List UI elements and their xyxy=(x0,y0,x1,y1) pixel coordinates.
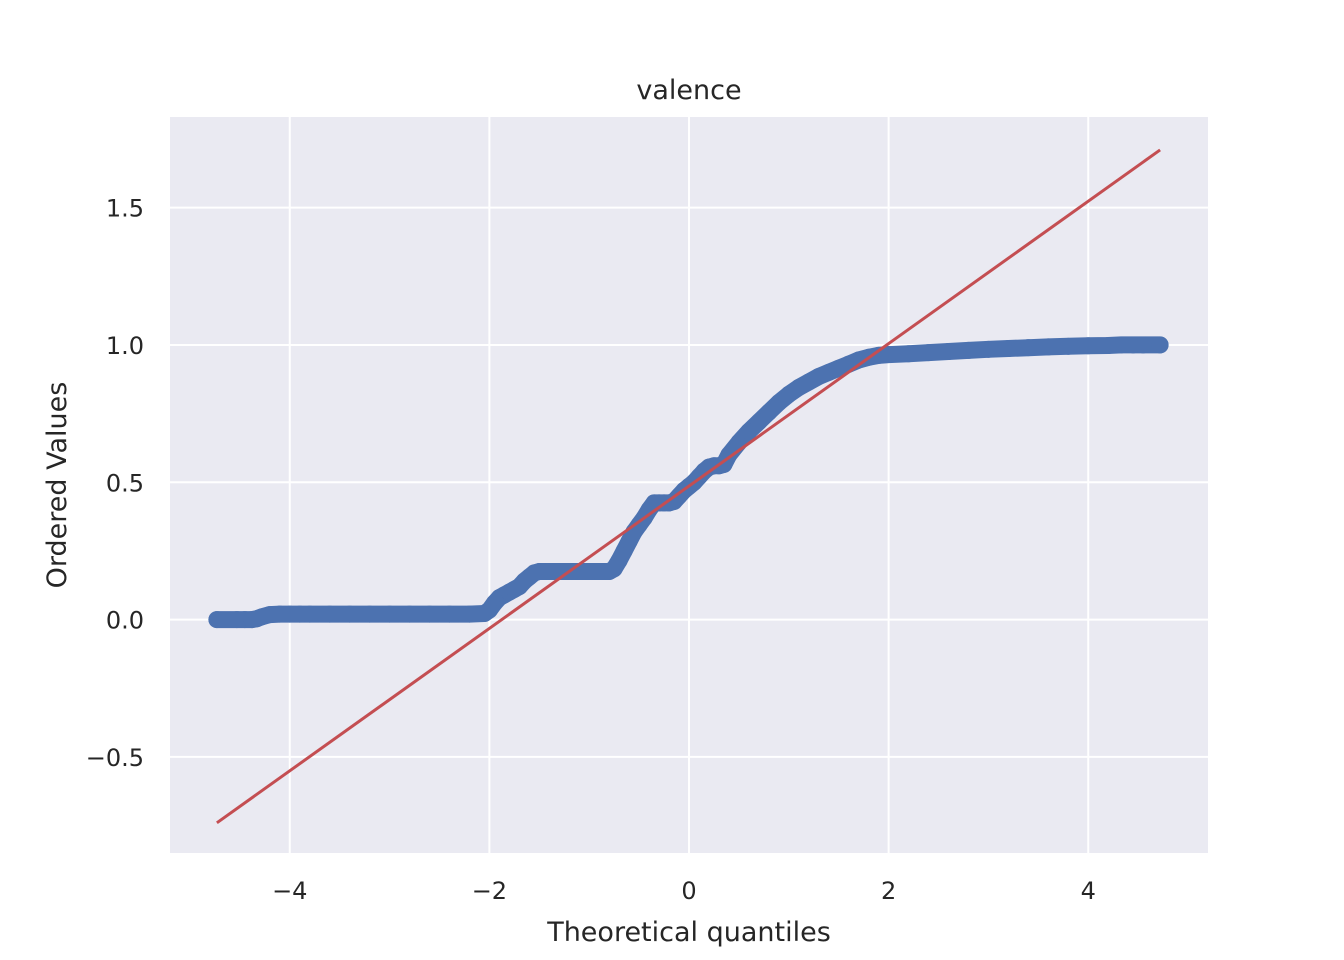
data-point xyxy=(341,605,359,623)
data-point xyxy=(421,605,438,623)
x-tick-labels: −4 −2 0 2 4 xyxy=(272,877,1096,905)
data-point xyxy=(979,340,997,358)
y-tick-labels: −0.5 0.0 0.5 1.0 1.5 xyxy=(86,195,144,772)
x-tick-label: −4 xyxy=(272,877,307,905)
data-point xyxy=(1151,336,1169,354)
data-point xyxy=(460,605,478,623)
x-tick-label: 2 xyxy=(881,877,896,905)
data-point xyxy=(381,605,399,623)
y-tick-label: 0.5 xyxy=(106,469,144,497)
data-point xyxy=(1099,336,1117,354)
chart-title: valence xyxy=(636,75,741,106)
x-tick-label: 4 xyxy=(1081,877,1096,905)
data-point xyxy=(1134,336,1152,354)
data-point xyxy=(959,341,977,359)
x-tick-label: 0 xyxy=(681,877,696,905)
data-point xyxy=(1079,337,1097,355)
data-point xyxy=(361,605,379,623)
data-point xyxy=(401,605,419,623)
y-tick-label: 0.0 xyxy=(106,607,144,635)
data-point xyxy=(301,605,319,623)
data-point xyxy=(208,611,226,629)
y-tick-label: −0.5 xyxy=(86,744,144,772)
data-point xyxy=(1112,336,1130,354)
fit-line xyxy=(216,148,1161,825)
x-tick-label: −2 xyxy=(472,877,507,905)
data-point xyxy=(440,605,458,623)
data-point xyxy=(880,346,898,364)
y-tick-label: 1.5 xyxy=(106,195,144,223)
y-axis-label: Ordered Values xyxy=(42,382,73,589)
data-point xyxy=(940,343,957,361)
data-point xyxy=(999,340,1017,358)
data-point xyxy=(900,345,918,363)
x-axis-label: Theoretical quantiles xyxy=(546,917,831,948)
fit-line-group xyxy=(216,148,1161,825)
data-point xyxy=(1059,337,1077,355)
data-point xyxy=(1039,338,1057,356)
data-point xyxy=(920,344,938,362)
data-point xyxy=(321,605,339,623)
y-tick-label: 1.0 xyxy=(106,332,144,360)
data-point xyxy=(1019,339,1037,357)
